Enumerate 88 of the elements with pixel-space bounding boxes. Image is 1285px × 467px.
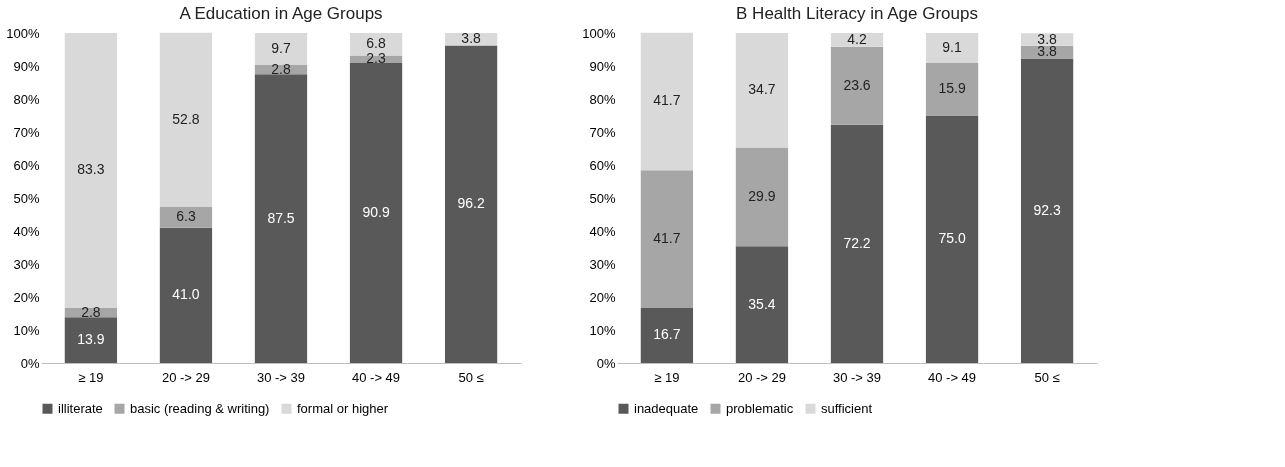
- legend-label: problematic: [726, 400, 794, 416]
- data-label: 4.2: [847, 30, 867, 47]
- data-label: 92.3: [1033, 201, 1061, 218]
- data-label: 13.9: [77, 331, 105, 348]
- data-label: 52.8: [172, 110, 200, 127]
- bar: [254, 74, 308, 363]
- bar: [925, 115, 979, 363]
- y-tick-label: 40%: [589, 223, 616, 239]
- x-tick-label: 20 -> 29: [161, 369, 210, 385]
- chart-title: A Education in Age Groups: [179, 4, 383, 23]
- x-tick-label: 40 -> 49: [928, 369, 977, 385]
- y-tick-label: 60%: [13, 157, 40, 173]
- bar: [159, 32, 213, 207]
- y-tick-label: 70%: [13, 124, 40, 140]
- data-label: 83.3: [77, 161, 105, 178]
- data-label: 41.0: [172, 286, 200, 303]
- x-tick-label: 30 -> 39: [256, 369, 306, 385]
- y-tick-label: 10%: [589, 322, 616, 338]
- y-tick-label: 20%: [13, 289, 40, 305]
- data-label: 23.6: [843, 76, 871, 93]
- data-label: 41.7: [653, 92, 681, 109]
- data-label: 2.8: [81, 303, 101, 320]
- bar: [64, 33, 118, 308]
- x-tick-label: 40 -> 49: [352, 369, 401, 385]
- y-tick-label: 70%: [589, 124, 616, 140]
- data-label: 16.7: [653, 326, 681, 343]
- bar: [640, 170, 694, 308]
- bar: [64, 317, 118, 363]
- data-label: 6.3: [176, 208, 196, 225]
- data-label: 90.9: [362, 204, 390, 221]
- data-label: 3.8: [461, 30, 482, 47]
- data-label: 75.0: [938, 230, 966, 247]
- bar: [159, 227, 213, 363]
- bar: [444, 45, 498, 363]
- x-tick-label: 20 -> 29: [737, 369, 786, 385]
- chart-title: B Health Literacy in Age Groups: [736, 4, 978, 23]
- data-label: 87.5: [267, 209, 295, 226]
- y-tick-label: 100%: [582, 25, 616, 41]
- data-label: 96.2: [457, 195, 485, 212]
- y-tick-label: 60%: [589, 157, 616, 173]
- data-label: 34.7: [748, 81, 776, 98]
- y-tick-label: 10%: [13, 322, 40, 338]
- y-tick-label: 80%: [13, 91, 40, 107]
- data-label: 2.8: [271, 60, 291, 77]
- bar: [830, 46, 884, 125]
- x-tick-label: ≥ 19: [654, 369, 680, 385]
- bar: [349, 63, 403, 363]
- bar: [735, 147, 789, 247]
- y-tick-label: 40%: [13, 223, 40, 239]
- bar: [925, 63, 979, 116]
- legend-label: sufficient: [821, 400, 873, 416]
- y-tick-label: 100%: [6, 25, 40, 41]
- y-tick-label: 50%: [13, 190, 40, 206]
- y-tick-label: 50%: [589, 190, 616, 206]
- data-label: 72.2: [843, 234, 871, 251]
- data-label: 9.1: [942, 39, 962, 56]
- legend-label: formal or higher: [297, 400, 389, 416]
- data-label: 35.4: [748, 295, 776, 312]
- y-tick-label: 80%: [589, 91, 616, 107]
- y-tick-label: 0%: [20, 355, 40, 371]
- legend-label: basic (reading & writing): [130, 400, 270, 416]
- bar: [159, 206, 213, 228]
- y-tick-label: 20%: [589, 289, 616, 305]
- legend-label: inadequate: [634, 400, 699, 416]
- y-tick-label: 0%: [596, 355, 616, 371]
- bar: [254, 33, 308, 66]
- legend-label: illiterate: [58, 400, 103, 416]
- bar: [640, 307, 694, 363]
- x-tick-label: 30 -> 39: [832, 369, 882, 385]
- y-tick-label: 30%: [13, 256, 40, 272]
- bar: [1020, 58, 1074, 363]
- data-label: 41.7: [653, 230, 681, 247]
- y-tick-label: 30%: [589, 256, 616, 272]
- x-tick-label: 50 ≤: [458, 369, 484, 385]
- bar: [735, 246, 789, 363]
- data-label: 2.3: [366, 50, 386, 67]
- data-label: 15.9: [938, 80, 966, 97]
- data-label: 6.8: [366, 35, 386, 52]
- bar: [640, 32, 694, 171]
- data-label: 9.7: [271, 40, 291, 56]
- bar: [830, 124, 884, 363]
- data-label: 29.9: [748, 187, 776, 204]
- y-tick-label: 90%: [13, 58, 40, 74]
- y-tick-label: 90%: [589, 58, 616, 74]
- bar: [925, 33, 979, 64]
- x-tick-label: 50 ≤: [1034, 369, 1060, 385]
- bar: [735, 33, 789, 148]
- x-tick-label: ≥ 19: [78, 369, 104, 385]
